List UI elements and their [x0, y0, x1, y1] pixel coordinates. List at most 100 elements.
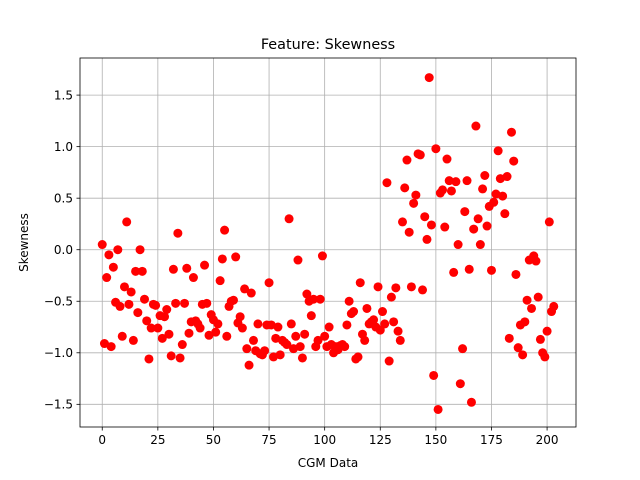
data-point — [453, 240, 463, 250]
data-point — [146, 323, 156, 333]
data-point — [213, 319, 223, 329]
data-point — [377, 307, 387, 317]
data-point — [215, 276, 225, 286]
data-point — [360, 335, 370, 345]
data-point — [195, 323, 205, 333]
data-point — [402, 155, 412, 165]
data-point — [313, 335, 323, 345]
data-points — [97, 73, 559, 414]
data-point — [108, 262, 118, 272]
data-point — [549, 301, 559, 311]
data-point — [429, 370, 439, 380]
data-point — [106, 342, 116, 352]
data-point — [142, 316, 152, 326]
data-point — [469, 224, 479, 234]
data-point — [533, 292, 543, 302]
data-point — [273, 322, 283, 332]
data-point — [518, 350, 528, 360]
data-point — [444, 176, 454, 186]
data-point — [513, 343, 523, 353]
data-point — [440, 222, 450, 232]
data-point — [117, 331, 127, 341]
data-point — [384, 356, 394, 366]
data-point — [527, 303, 537, 313]
data-point — [400, 183, 410, 193]
data-point — [122, 217, 132, 227]
data-point — [464, 264, 474, 274]
data-point — [542, 326, 552, 336]
data-point — [300, 329, 310, 339]
data-point — [415, 150, 425, 160]
x-tick-label: 175 — [480, 433, 503, 447]
data-point — [375, 325, 385, 335]
data-point — [160, 312, 170, 322]
data-point — [393, 326, 403, 336]
data-point — [200, 260, 210, 270]
data-point — [275, 350, 285, 360]
data-point — [424, 73, 434, 83]
y-tick-label: 0.5 — [54, 191, 73, 205]
data-point — [353, 352, 363, 362]
data-point — [373, 282, 383, 292]
x-tick-label: 100 — [313, 433, 336, 447]
data-point — [222, 331, 232, 341]
axis-ticks: 0 25 50 75 100 125 150 175 200 −1.5 −1.0 −0.5 0.0 0.5… — [44, 88, 559, 447]
data-point — [175, 353, 185, 363]
x-tick-label: 50 — [206, 433, 221, 447]
x-tick-label: 150 — [424, 433, 447, 447]
x-tick-label: 0 — [98, 433, 106, 447]
data-point — [153, 323, 163, 333]
data-point — [282, 340, 292, 350]
data-point — [157, 333, 167, 343]
x-tick-label: 125 — [369, 433, 392, 447]
grid — [80, 58, 576, 427]
data-point — [340, 342, 350, 352]
data-point — [133, 308, 143, 318]
x-tick-label: 200 — [536, 433, 559, 447]
data-point — [240, 284, 250, 294]
data-point — [244, 360, 254, 370]
data-point — [115, 301, 125, 311]
y-tick-label: −1.5 — [44, 398, 73, 412]
data-point — [235, 312, 245, 322]
data-point — [509, 156, 519, 166]
data-point — [380, 319, 390, 329]
data-point — [124, 299, 134, 309]
data-point — [544, 217, 554, 227]
data-point — [486, 265, 496, 275]
data-point — [315, 294, 325, 304]
data-point — [451, 177, 461, 187]
data-point — [478, 184, 488, 194]
y-tick-label: 1.0 — [54, 140, 73, 154]
y-tick-label: −1.0 — [44, 346, 73, 360]
data-point — [349, 307, 359, 317]
chart-title: Feature: Skewness — [261, 37, 395, 53]
data-point — [242, 344, 252, 354]
data-point — [433, 404, 443, 414]
data-point — [131, 266, 141, 276]
data-point — [493, 146, 503, 156]
data-point — [418, 285, 428, 295]
data-point — [355, 278, 365, 288]
y-axis-title: Skewness — [17, 213, 31, 272]
data-point — [420, 212, 430, 222]
data-point — [422, 234, 432, 244]
data-point — [382, 178, 392, 188]
data-point — [297, 353, 307, 363]
data-point — [302, 289, 312, 299]
data-point — [531, 256, 541, 266]
data-point — [104, 250, 114, 260]
data-point — [320, 331, 330, 341]
data-point — [502, 172, 512, 182]
data-point — [391, 283, 401, 293]
data-point — [324, 322, 334, 332]
data-point — [535, 334, 545, 344]
data-point — [99, 339, 109, 349]
data-point — [264, 278, 274, 288]
data-point — [202, 298, 212, 308]
data-point — [404, 227, 414, 237]
data-point — [431, 144, 441, 154]
data-point — [231, 252, 241, 262]
